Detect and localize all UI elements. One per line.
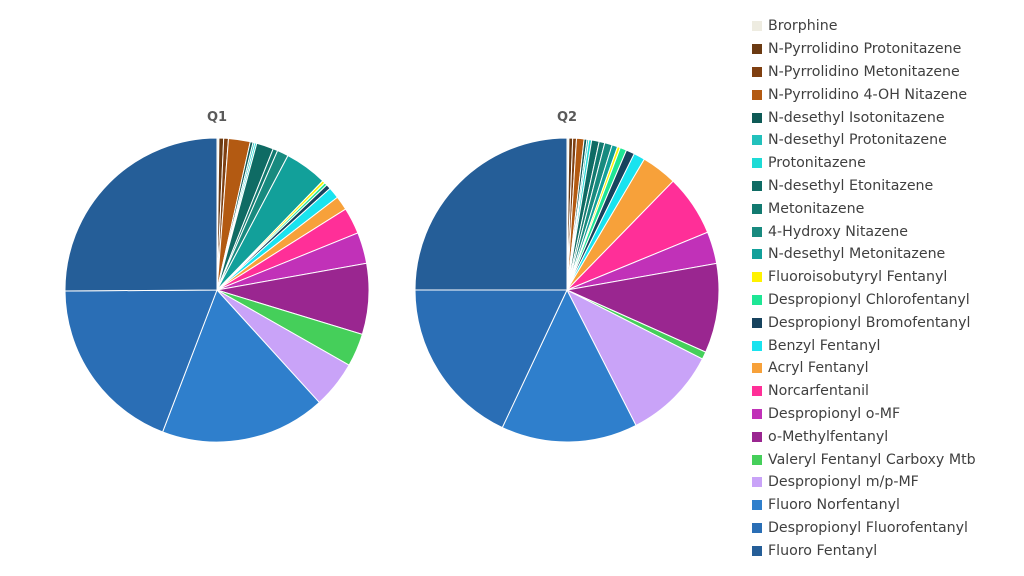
legend-item: Metonitazene [752,197,1022,220]
legend-label: Despropionyl Bromofentanyl [768,314,971,331]
legend-label: N-Pyrrolidino Metonitazene [768,63,960,80]
legend-swatch [752,408,762,419]
pie-slice-q2-21 [565,288,704,427]
legend-label: N-desethyl Etonitazene [768,177,934,194]
legend-item: N-Pyrrolidino Protonitazene [752,38,1022,61]
pie-slice-q1-23 [64,289,218,433]
legend-item: Fluoro Norfentanyl [752,494,1022,517]
legend-swatch [752,203,762,214]
legend-item: Acryl Fentanyl [752,357,1022,380]
legend-swatch [752,317,762,328]
legend-item: Despropionyl o-MF [752,403,1022,426]
legend-label: 4-Hydroxy Nitazene [768,223,908,240]
legend-swatch [752,272,762,283]
pie-q2 [414,137,720,443]
legend-swatch [752,66,762,77]
legend-label: Despropionyl o-MF [768,405,901,422]
legend-swatch [752,386,762,397]
legend-item: N-Pyrrolidino 4-OH Nitazene [752,83,1022,106]
legend-label: N-desethyl Isotonitazene [768,109,945,126]
legend-swatch [752,454,762,465]
legend-label: o-Methylfentanyl [768,428,889,445]
legend-item: N-desethyl Metonitazene [752,243,1022,266]
legend-item: Norcarfentanil [752,380,1022,403]
legend-item: Despropionyl Fluorofentanyl [752,517,1022,540]
legend-swatch [752,21,762,32]
legend-swatch [752,545,762,556]
legend-item: Despropionyl m/p-MF [752,471,1022,494]
legend-label: Despropionyl m/p-MF [768,474,919,491]
legend-swatch [752,500,762,511]
pie-title-q1: Q1 [207,110,227,125]
legend-swatch [752,431,762,442]
legend-item: Despropionyl Chlorofentanyl [752,289,1022,312]
legend-label: Fluoro Norfentanyl [768,497,900,514]
legend-item: Valeryl Fentanyl Carboxy Mtb [752,448,1022,471]
legend-label: Fluoroisobutyryl Fentanyl [768,269,948,286]
legend-item: 4-Hydroxy Nitazene [752,220,1022,243]
pie-slice-q1-24 [64,137,218,292]
legend-swatch [752,340,762,351]
legend-label: Acryl Fentanyl [768,360,869,377]
legend-swatch [752,112,762,123]
legend-label: N-Pyrrolidino 4-OH Nitazene [768,86,968,103]
pie-title-q2: Q2 [557,110,577,125]
legend-swatch [752,89,762,100]
legend-swatch [752,294,762,305]
legend-label: Protonitazene [768,155,866,172]
legend-item: N-desethyl Protonitazene [752,129,1022,152]
legend-item: Fluoroisobutyryl Fentanyl [752,266,1022,289]
legend-item: N-desethyl Etonitazene [752,175,1022,198]
legend-label: Valeryl Fentanyl Carboxy Mtb [768,451,976,468]
legend-swatch [752,477,762,488]
legend-swatch [752,363,762,374]
legend-label: N-Pyrrolidino Protonitazene [768,41,962,58]
legend-item: Despropionyl Bromofentanyl [752,311,1022,334]
legend-swatch [752,44,762,55]
pie-slice-q2-19 [565,262,720,353]
legend-label: Benzyl Fentanyl [768,337,881,354]
legend: Brorphine N-Pyrrolidino Protonitazene N-Py… [752,15,1022,562]
pie-slice-q2-24 [414,137,568,291]
legend-item: Brorphine [752,15,1022,38]
pie-slice-q2-22 [501,288,637,443]
legend-swatch [752,522,762,533]
legend-swatch [752,135,762,146]
legend-label: Fluoro Fentanyl [768,542,878,559]
legend-item: Protonitazene [752,152,1022,175]
legend-swatch [752,158,762,169]
legend-item: N-Pyrrolidino Metonitazene [752,61,1022,84]
legend-swatch [752,180,762,191]
legend-swatch [752,226,762,237]
legend-item: N-desethyl Isotonitazene [752,106,1022,129]
legend-item: o-Methylfentanyl [752,425,1022,448]
pie-slice-q1-22 [161,289,320,443]
legend-label: Despropionyl Chlorofentanyl [768,291,970,308]
legend-label: Norcarfentanil [768,383,869,400]
legend-label: Brorphine [768,18,838,35]
legend-swatch [752,249,762,260]
pie-q1 [64,137,370,443]
legend-label: N-desethyl Metonitazene [768,246,946,263]
legend-label: N-desethyl Protonitazene [768,132,947,149]
pie-slice-q2-23 [414,289,568,429]
legend-label: Despropionyl Fluorofentanyl [768,519,968,536]
legend-item: Fluoro Fentanyl [752,539,1022,562]
legend-label: Metonitazene [768,200,865,217]
legend-item: Benzyl Fentanyl [752,334,1022,357]
